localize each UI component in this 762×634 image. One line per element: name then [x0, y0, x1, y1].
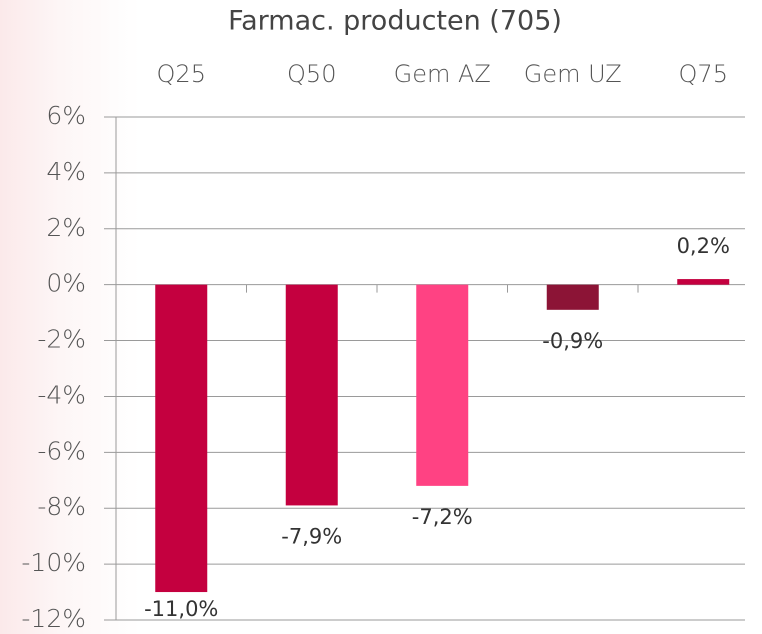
category-label: Gem UZ: [524, 60, 622, 88]
data-label: -7,2%: [412, 505, 473, 529]
category-label: Q75: [679, 60, 728, 88]
y-tick-label: -12%: [21, 604, 86, 633]
y-tick-label: -2%: [37, 325, 86, 354]
category-label: Q25: [157, 60, 206, 88]
y-tick-label: 6%: [46, 101, 86, 130]
y-tick-label: -10%: [21, 548, 86, 577]
data-label: -11,0%: [144, 597, 218, 621]
y-tick-label: -8%: [37, 492, 86, 521]
bar: [546, 284, 599, 310]
y-tick-label: 2%: [46, 213, 86, 242]
bar: [155, 284, 208, 593]
data-label: -7,9%: [281, 524, 342, 548]
data-label: 0,2%: [677, 234, 730, 258]
y-tick-label: 0%: [46, 269, 86, 298]
y-tick-label: -4%: [37, 380, 86, 409]
category-label: Q50: [287, 60, 336, 88]
bar: [416, 284, 469, 486]
category-label: Gem AZ: [394, 60, 491, 88]
bar: [677, 279, 730, 285]
chart-title: Farmac. producten (705): [228, 6, 562, 37]
data-label: -0,9%: [542, 329, 603, 353]
y-tick-label: -6%: [37, 436, 86, 465]
bar: [285, 284, 338, 506]
y-tick-label: 4%: [46, 157, 86, 186]
